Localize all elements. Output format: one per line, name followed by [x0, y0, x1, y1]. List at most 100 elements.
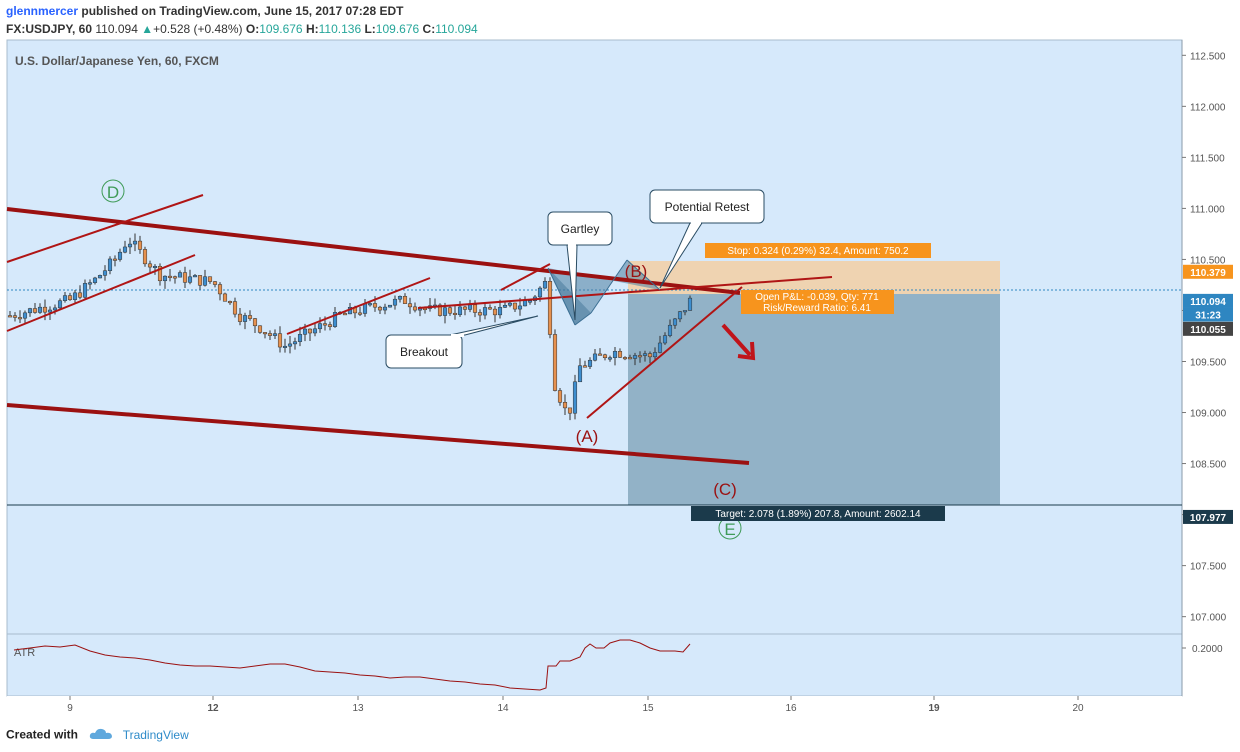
candle-body — [67, 295, 73, 300]
candle-body — [367, 303, 373, 306]
rising-line-d-lower — [6, 254, 196, 332]
x-tick-label: 14 — [497, 703, 509, 714]
candle-body — [447, 307, 453, 314]
candle-body — [627, 357, 633, 360]
candle-body — [387, 304, 393, 308]
candle-body — [522, 300, 528, 307]
candle-body — [297, 334, 303, 342]
open-pl-label: Open P&L: -0.039, Qty: 771 — [755, 292, 879, 303]
candle-body — [312, 328, 318, 334]
candle-body — [662, 335, 668, 344]
candle-body — [452, 312, 458, 315]
breakout-callout[interactable]: Breakout — [385, 315, 539, 369]
candle-body — [412, 306, 418, 311]
candle-body — [647, 353, 653, 358]
candle-body — [567, 407, 573, 414]
stop-label-box[interactable]: Stop: 0.324 (0.29%) 32.4, Amount: 750.2 — [705, 243, 931, 258]
candle-body — [197, 275, 203, 286]
author-link[interactable]: glennmercer — [6, 4, 79, 18]
atr-label: ATR — [14, 647, 35, 659]
gartley-edge-2 — [574, 312, 592, 326]
candle-body — [617, 351, 623, 358]
close-value: 110.094 — [435, 22, 478, 36]
candle-body — [527, 300, 533, 303]
gartley-edge-4 — [626, 259, 661, 291]
candle-body — [232, 301, 238, 315]
symbol-header: FX:USDJPY, 60 110.094 ▲+0.528 (+0.48%) O… — [6, 22, 478, 36]
candle-body — [287, 343, 293, 347]
y-tick-label: 108.500 — [1190, 460, 1227, 471]
candle-body — [592, 353, 598, 361]
candle-body — [507, 302, 513, 306]
candle-body — [177, 272, 183, 278]
candle-body — [587, 359, 593, 367]
wave-e-label: E — [724, 520, 735, 539]
candle-body — [402, 296, 408, 304]
atr-tick: 0.2000 — [1192, 644, 1223, 655]
candle-body — [552, 334, 558, 391]
candle-body — [557, 390, 563, 403]
candle-body — [157, 266, 163, 282]
candle-body — [107, 258, 113, 271]
time-axis[interactable] — [7, 696, 1182, 716]
gartley-edge-1 — [547, 267, 576, 326]
candle-body — [272, 333, 278, 336]
candle-body — [547, 281, 553, 335]
main-pane[interactable] — [6, 39, 1183, 635]
open-pl-box[interactable]: Open P&L: -0.039, Qty: 771 Risk/Reward R… — [741, 290, 894, 314]
candle-body — [457, 306, 463, 315]
candle-body — [357, 312, 363, 315]
candle-body — [497, 307, 503, 316]
candle-body — [52, 307, 58, 311]
candle-body — [577, 365, 583, 383]
candle-body — [112, 258, 118, 261]
candle-body — [477, 312, 483, 316]
candle-body — [317, 323, 323, 330]
breakout-line — [417, 276, 833, 309]
candle-body — [342, 313, 348, 316]
x-tick-label: 9 — [67, 703, 73, 714]
candle-body — [682, 310, 688, 313]
atr-pane[interactable] — [6, 633, 1183, 697]
x-axis-ticks: 9 12 13 14 15 16 19 20 — [67, 696, 1084, 714]
publish-info: published on TradingView.com, June 15, 2… — [81, 4, 404, 18]
price-tag-label: 31:23 — [1195, 311, 1221, 322]
gartley-callout[interactable]: Gartley — [547, 211, 613, 321]
candle-body — [137, 240, 143, 250]
candle-body — [322, 323, 328, 326]
high-label: H: — [305, 22, 319, 36]
candle-body — [332, 312, 338, 327]
created-with-label: Created with — [6, 727, 79, 742]
candle-body — [12, 315, 18, 318]
potential-retest-label: Potential Retest — [665, 200, 750, 214]
down-arrow-icon — [721, 323, 756, 361]
y-tick-label: 109.000 — [1190, 409, 1227, 420]
candle-body — [57, 300, 63, 309]
y-axis-tags: 110.379 110.094 31:23 110.055 107.977 — [1183, 264, 1233, 524]
gartley-label: Gartley — [561, 222, 600, 236]
potential-retest-callout[interactable]: Potential Retest — [649, 189, 765, 289]
price-tag — [1183, 307, 1233, 322]
tradingview-brand-link[interactable]: TradingView — [122, 727, 189, 742]
candle-body — [392, 298, 398, 306]
target-zone[interactable] — [628, 294, 1000, 505]
candle-body — [377, 306, 383, 311]
tradingview-cloud-icon — [89, 727, 113, 744]
price-axis[interactable] — [1182, 40, 1240, 696]
candle-body — [252, 318, 258, 327]
candle-body — [607, 357, 613, 360]
candle-body — [182, 272, 188, 283]
trendlines — [6, 194, 833, 465]
candle-body — [47, 309, 53, 313]
candle-body — [77, 292, 83, 298]
candle-body — [142, 249, 148, 265]
candle-body — [87, 282, 93, 285]
target-label-box[interactable]: Target: 2.078 (1.89%) 207.8, Amount: 260… — [691, 506, 945, 521]
last-price: 110.094 — [95, 22, 138, 36]
wave-d-label: D — [107, 183, 119, 202]
candle-body — [42, 306, 48, 313]
price-tag — [1183, 321, 1233, 336]
candle-body — [62, 295, 68, 301]
candle-body — [512, 302, 518, 310]
